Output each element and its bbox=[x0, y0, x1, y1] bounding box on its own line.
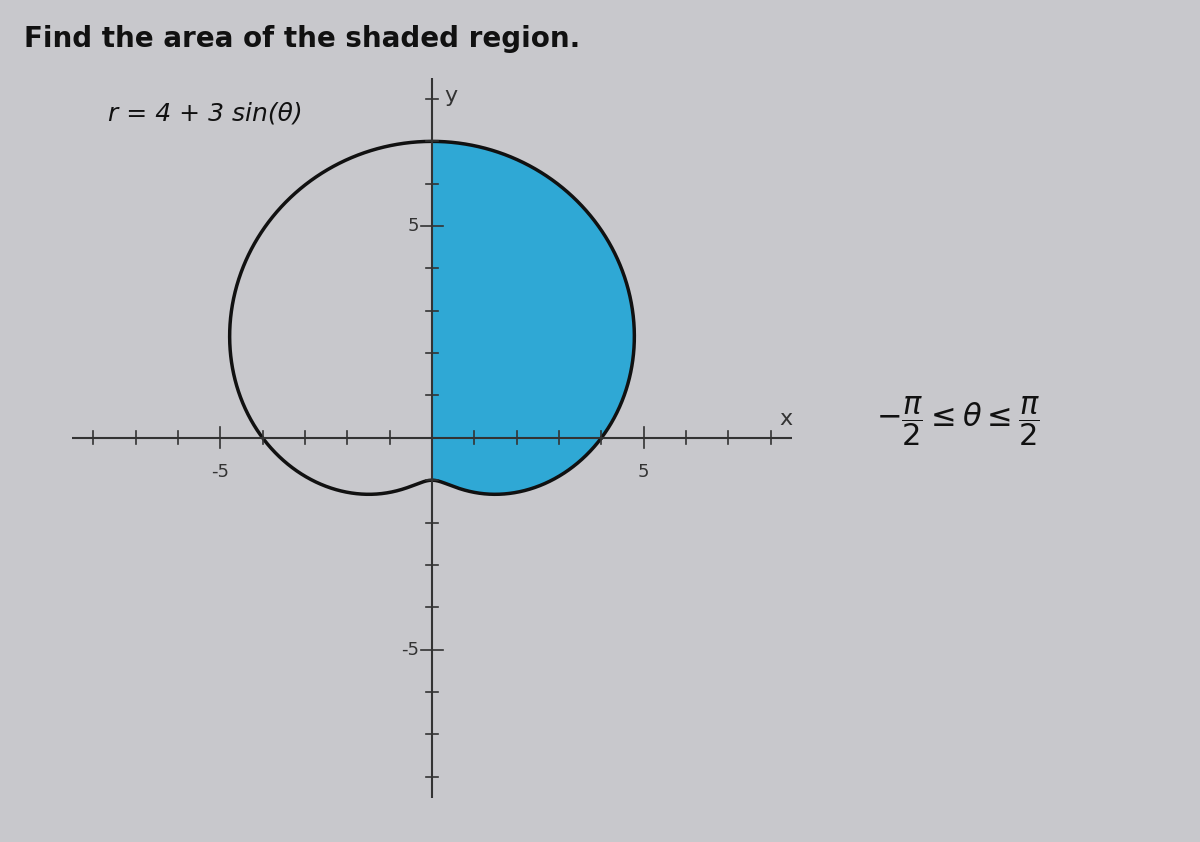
Text: -5: -5 bbox=[211, 463, 229, 482]
Text: Find the area of the shaded region.: Find the area of the shaded region. bbox=[24, 25, 581, 53]
Text: 5: 5 bbox=[638, 463, 649, 482]
Text: y: y bbox=[445, 87, 458, 106]
Text: -5: -5 bbox=[401, 641, 419, 658]
Text: $-\dfrac{\pi}{2} \leq \theta \leq \dfrac{\pi}{2}$: $-\dfrac{\pi}{2} \leq \theta \leq \dfrac… bbox=[876, 394, 1040, 448]
Text: 5: 5 bbox=[408, 217, 419, 235]
Text: r = 4 + 3 sin(θ): r = 4 + 3 sin(θ) bbox=[108, 101, 302, 125]
Text: x: x bbox=[779, 408, 792, 429]
Polygon shape bbox=[432, 141, 635, 494]
